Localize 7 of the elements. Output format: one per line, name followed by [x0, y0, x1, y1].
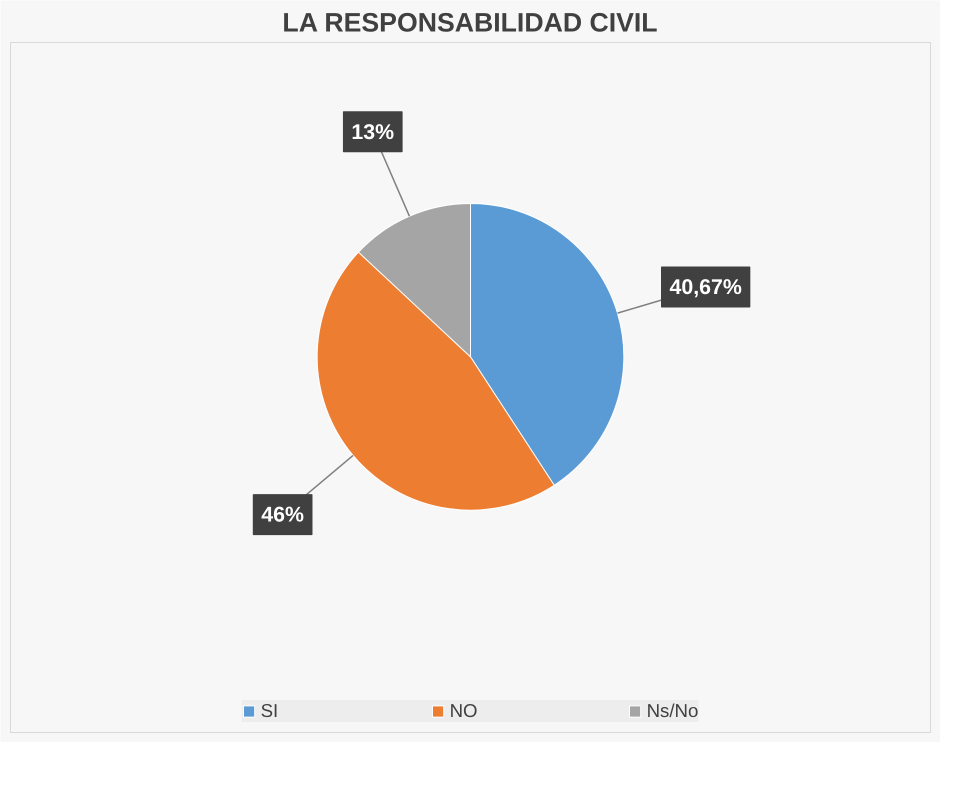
chart-title: LA RESPONSABILIDAD CIVIL	[282, 8, 658, 38]
legend-label: SI	[260, 700, 280, 722]
data-label: 40,67%	[670, 274, 742, 299]
legend-label: Ns/No	[646, 700, 698, 722]
data-label: 46%	[261, 502, 304, 527]
data-label: 13%	[351, 120, 394, 144]
legend-label: NO	[450, 700, 478, 722]
